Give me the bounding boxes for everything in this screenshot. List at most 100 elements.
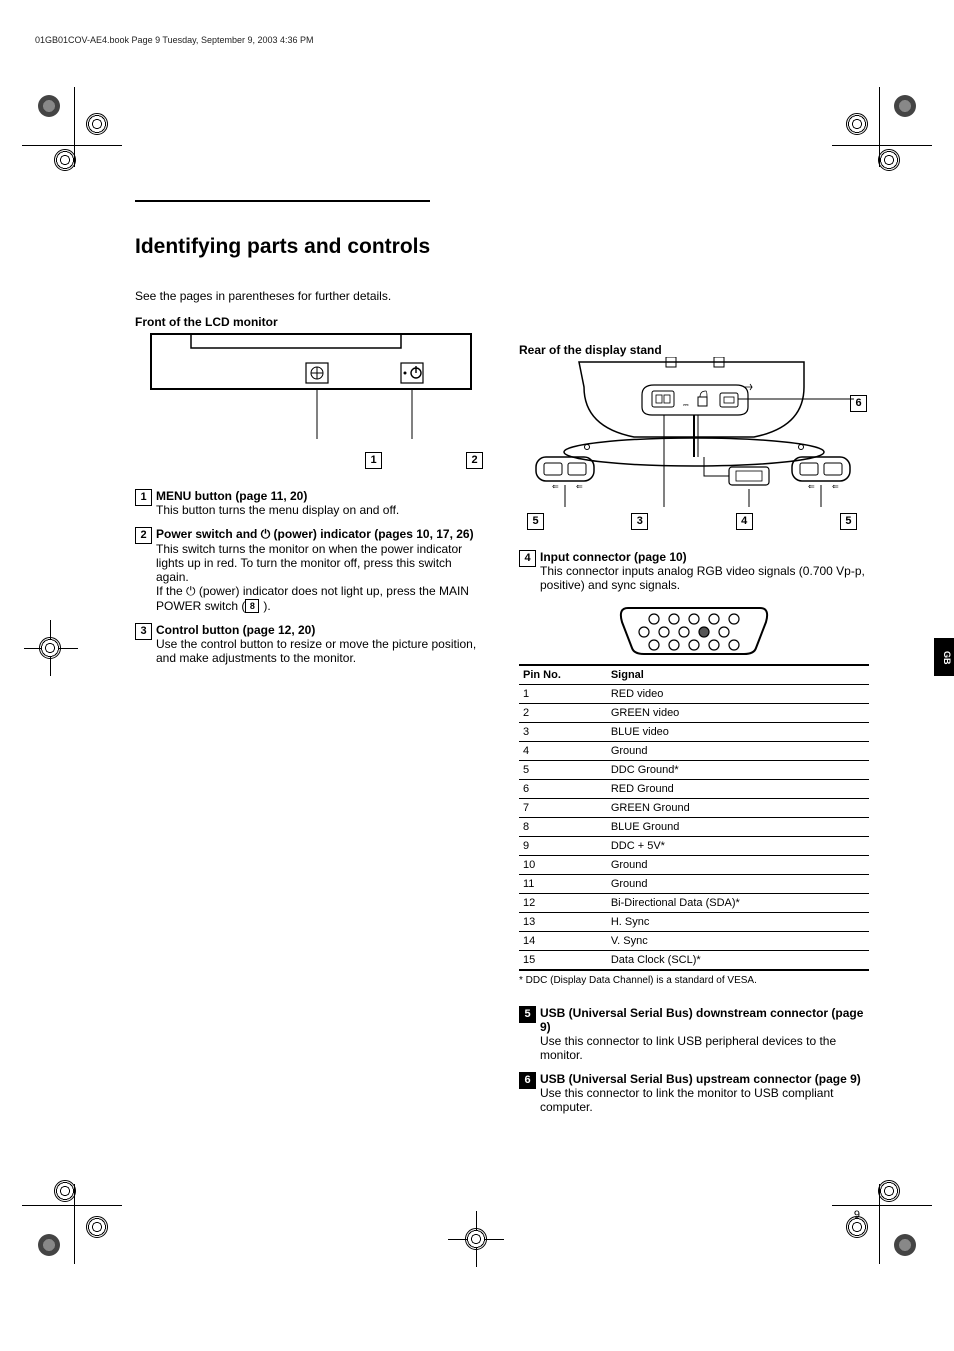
pin-signal: Ground — [607, 875, 869, 894]
front-section-head: Front of the LCD monitor — [135, 315, 487, 329]
pin-num: 3 — [519, 723, 607, 742]
item-3: 3 Control button (page 12, 20) Use the c… — [135, 623, 487, 665]
pin-num: 11 — [519, 875, 607, 894]
item-5-body: Use this connector to link USB periphera… — [540, 1034, 836, 1062]
running-header: 01GB01COV-AE4.book Page 9 Tuesday, Septe… — [35, 35, 919, 45]
num-4: 4 — [519, 550, 536, 567]
pin-row: 12Bi-Directional Data (SDA)* — [519, 894, 869, 913]
pin-signal: Bi-Directional Data (SDA)* — [607, 894, 869, 913]
rear-section-head: Rear of the display stand — [519, 343, 869, 357]
pin-row: 4Ground — [519, 742, 869, 761]
pin-signal: Data Clock (SCL)* — [607, 951, 869, 971]
intro-text: See the pages in parentheses for further… — [135, 289, 487, 303]
pin-signal: DDC + 5V* — [607, 837, 869, 856]
pin-num: 4 — [519, 742, 607, 761]
svg-text:⇐: ⇐ — [808, 482, 815, 491]
page-title: Identifying parts and controls — [135, 235, 869, 259]
pin-signal: RED Ground — [607, 780, 869, 799]
item-4-title: Input connector (page 10) — [540, 550, 687, 564]
callout-2: 2 — [466, 452, 483, 469]
callout-5a: 5 — [527, 513, 544, 530]
pin-row: 2GREEN video — [519, 704, 869, 723]
pin-signal: DDC Ground* — [607, 761, 869, 780]
pin-col-num: Pin No. — [519, 665, 607, 685]
pin-row: 1RED video — [519, 685, 869, 704]
pin-num: 6 — [519, 780, 607, 799]
item-4-body: This connector inputs analog RGB video s… — [540, 564, 865, 592]
item-2: 2 Power switch and ⏻ (power) indicator (… — [135, 527, 487, 613]
pin-num: 14 — [519, 932, 607, 951]
pin-signal: GREEN video — [607, 704, 869, 723]
pin-num: 15 — [519, 951, 607, 971]
dsub-connector-figure — [614, 602, 774, 658]
pin-num: 12 — [519, 894, 607, 913]
svg-text:⇐: ⇐ — [552, 482, 559, 491]
pin-row: 9DDC + 5V* — [519, 837, 869, 856]
pin-row: 6RED Ground — [519, 780, 869, 799]
callout-1: 1 — [365, 452, 382, 469]
pin-signal: GREEN Ground — [607, 799, 869, 818]
power-icon: ⏻ — [261, 527, 271, 541]
item-1-title: MENU button (page 11, 20) — [156, 489, 307, 503]
pin-signal: BLUE Ground — [607, 818, 869, 837]
item-3-title: Control button (page 12, 20) — [156, 623, 315, 637]
item-4: 4 Input connector (page 10) This connect… — [519, 550, 869, 592]
callout-4b: 4 — [736, 513, 753, 530]
pin-row: 10Ground — [519, 856, 869, 875]
rear-panel-figure: ⎓ ⇐ ⇐ ⇐ ⇐ — [519, 357, 869, 522]
item-1: 1 MENU button (page 11, 20) This button … — [135, 489, 487, 517]
side-tab: GB — [934, 638, 954, 676]
item-6-title: USB (Universal Serial Bus) upstream conn… — [540, 1072, 861, 1086]
pin-row: 11Ground — [519, 875, 869, 894]
right-column: Rear of the display stand — [519, 289, 869, 1124]
pin-row: 15Data Clock (SCL)* — [519, 951, 869, 971]
num-1: 1 — [135, 489, 152, 506]
pin-signal: RED video — [607, 685, 869, 704]
callout-6: 6 — [850, 395, 867, 412]
header-text: 01GB01COV-AE4.book Page 9 Tuesday, Septe… — [35, 35, 314, 45]
num-5: 5 — [519, 1006, 536, 1023]
num-3: 3 — [135, 623, 152, 640]
pin-signal: V. Sync — [607, 932, 869, 951]
header-rule-top — [135, 200, 430, 202]
pin-num: 13 — [519, 913, 607, 932]
svg-text:⇐: ⇐ — [832, 482, 839, 491]
pin-num: 5 — [519, 761, 607, 780]
pin-signal: Ground — [607, 856, 869, 875]
callout-5b: 5 — [840, 513, 857, 530]
pin-row: 8BLUE Ground — [519, 818, 869, 837]
pin-num: 7 — [519, 799, 607, 818]
item-3-body: Use the control button to resize or move… — [156, 637, 476, 665]
item-6-body: Use this connector to link the monitor t… — [540, 1086, 833, 1114]
front-panel-figure — [135, 329, 487, 469]
num-6: 6 — [519, 1072, 536, 1089]
pin-table: Pin No. Signal 1RED video2GREEN video3BL… — [519, 664, 869, 971]
callout-3b: 3 — [631, 513, 648, 530]
pin-num: 1 — [519, 685, 607, 704]
item-2-title-b: (power) indicator (pages 10, 17, 26) — [270, 527, 473, 541]
pin-row: 5DDC Ground* — [519, 761, 869, 780]
pin-num: 8 — [519, 818, 607, 837]
pin-row: 7GREEN Ground — [519, 799, 869, 818]
pin-num: 9 — [519, 837, 607, 856]
pin-note: * DDC (Display Data Channel) is a standa… — [519, 975, 869, 986]
pin-signal: BLUE video — [607, 723, 869, 742]
pin-num: 10 — [519, 856, 607, 875]
pin-signal: H. Sync — [607, 913, 869, 932]
svg-text:⇐: ⇐ — [576, 482, 583, 491]
item-1-body: This button turns the menu display on an… — [156, 503, 399, 517]
pin-num: 2 — [519, 704, 607, 723]
svg-text:⎓: ⎓ — [683, 402, 689, 409]
pin-row: 14V. Sync — [519, 932, 869, 951]
num-2: 2 — [135, 527, 152, 544]
item-6: 6 USB (Universal Serial Bus) upstream co… — [519, 1072, 869, 1114]
pin-col-sig: Signal — [607, 665, 869, 685]
item-5-title: USB (Universal Serial Bus) downstream co… — [540, 1006, 863, 1034]
pin-row: 13H. Sync — [519, 913, 869, 932]
side-tab-label: GB — [942, 651, 952, 671]
item-5: 5 USB (Universal Serial Bus) downstream … — [519, 1006, 869, 1062]
pin-signal: Ground — [607, 742, 869, 761]
item-2-title-a: Power switch and — [156, 527, 261, 541]
left-column: See the pages in parentheses for further… — [135, 289, 487, 1124]
item-2-body: This switch turns the monitor on when th… — [156, 542, 469, 613]
